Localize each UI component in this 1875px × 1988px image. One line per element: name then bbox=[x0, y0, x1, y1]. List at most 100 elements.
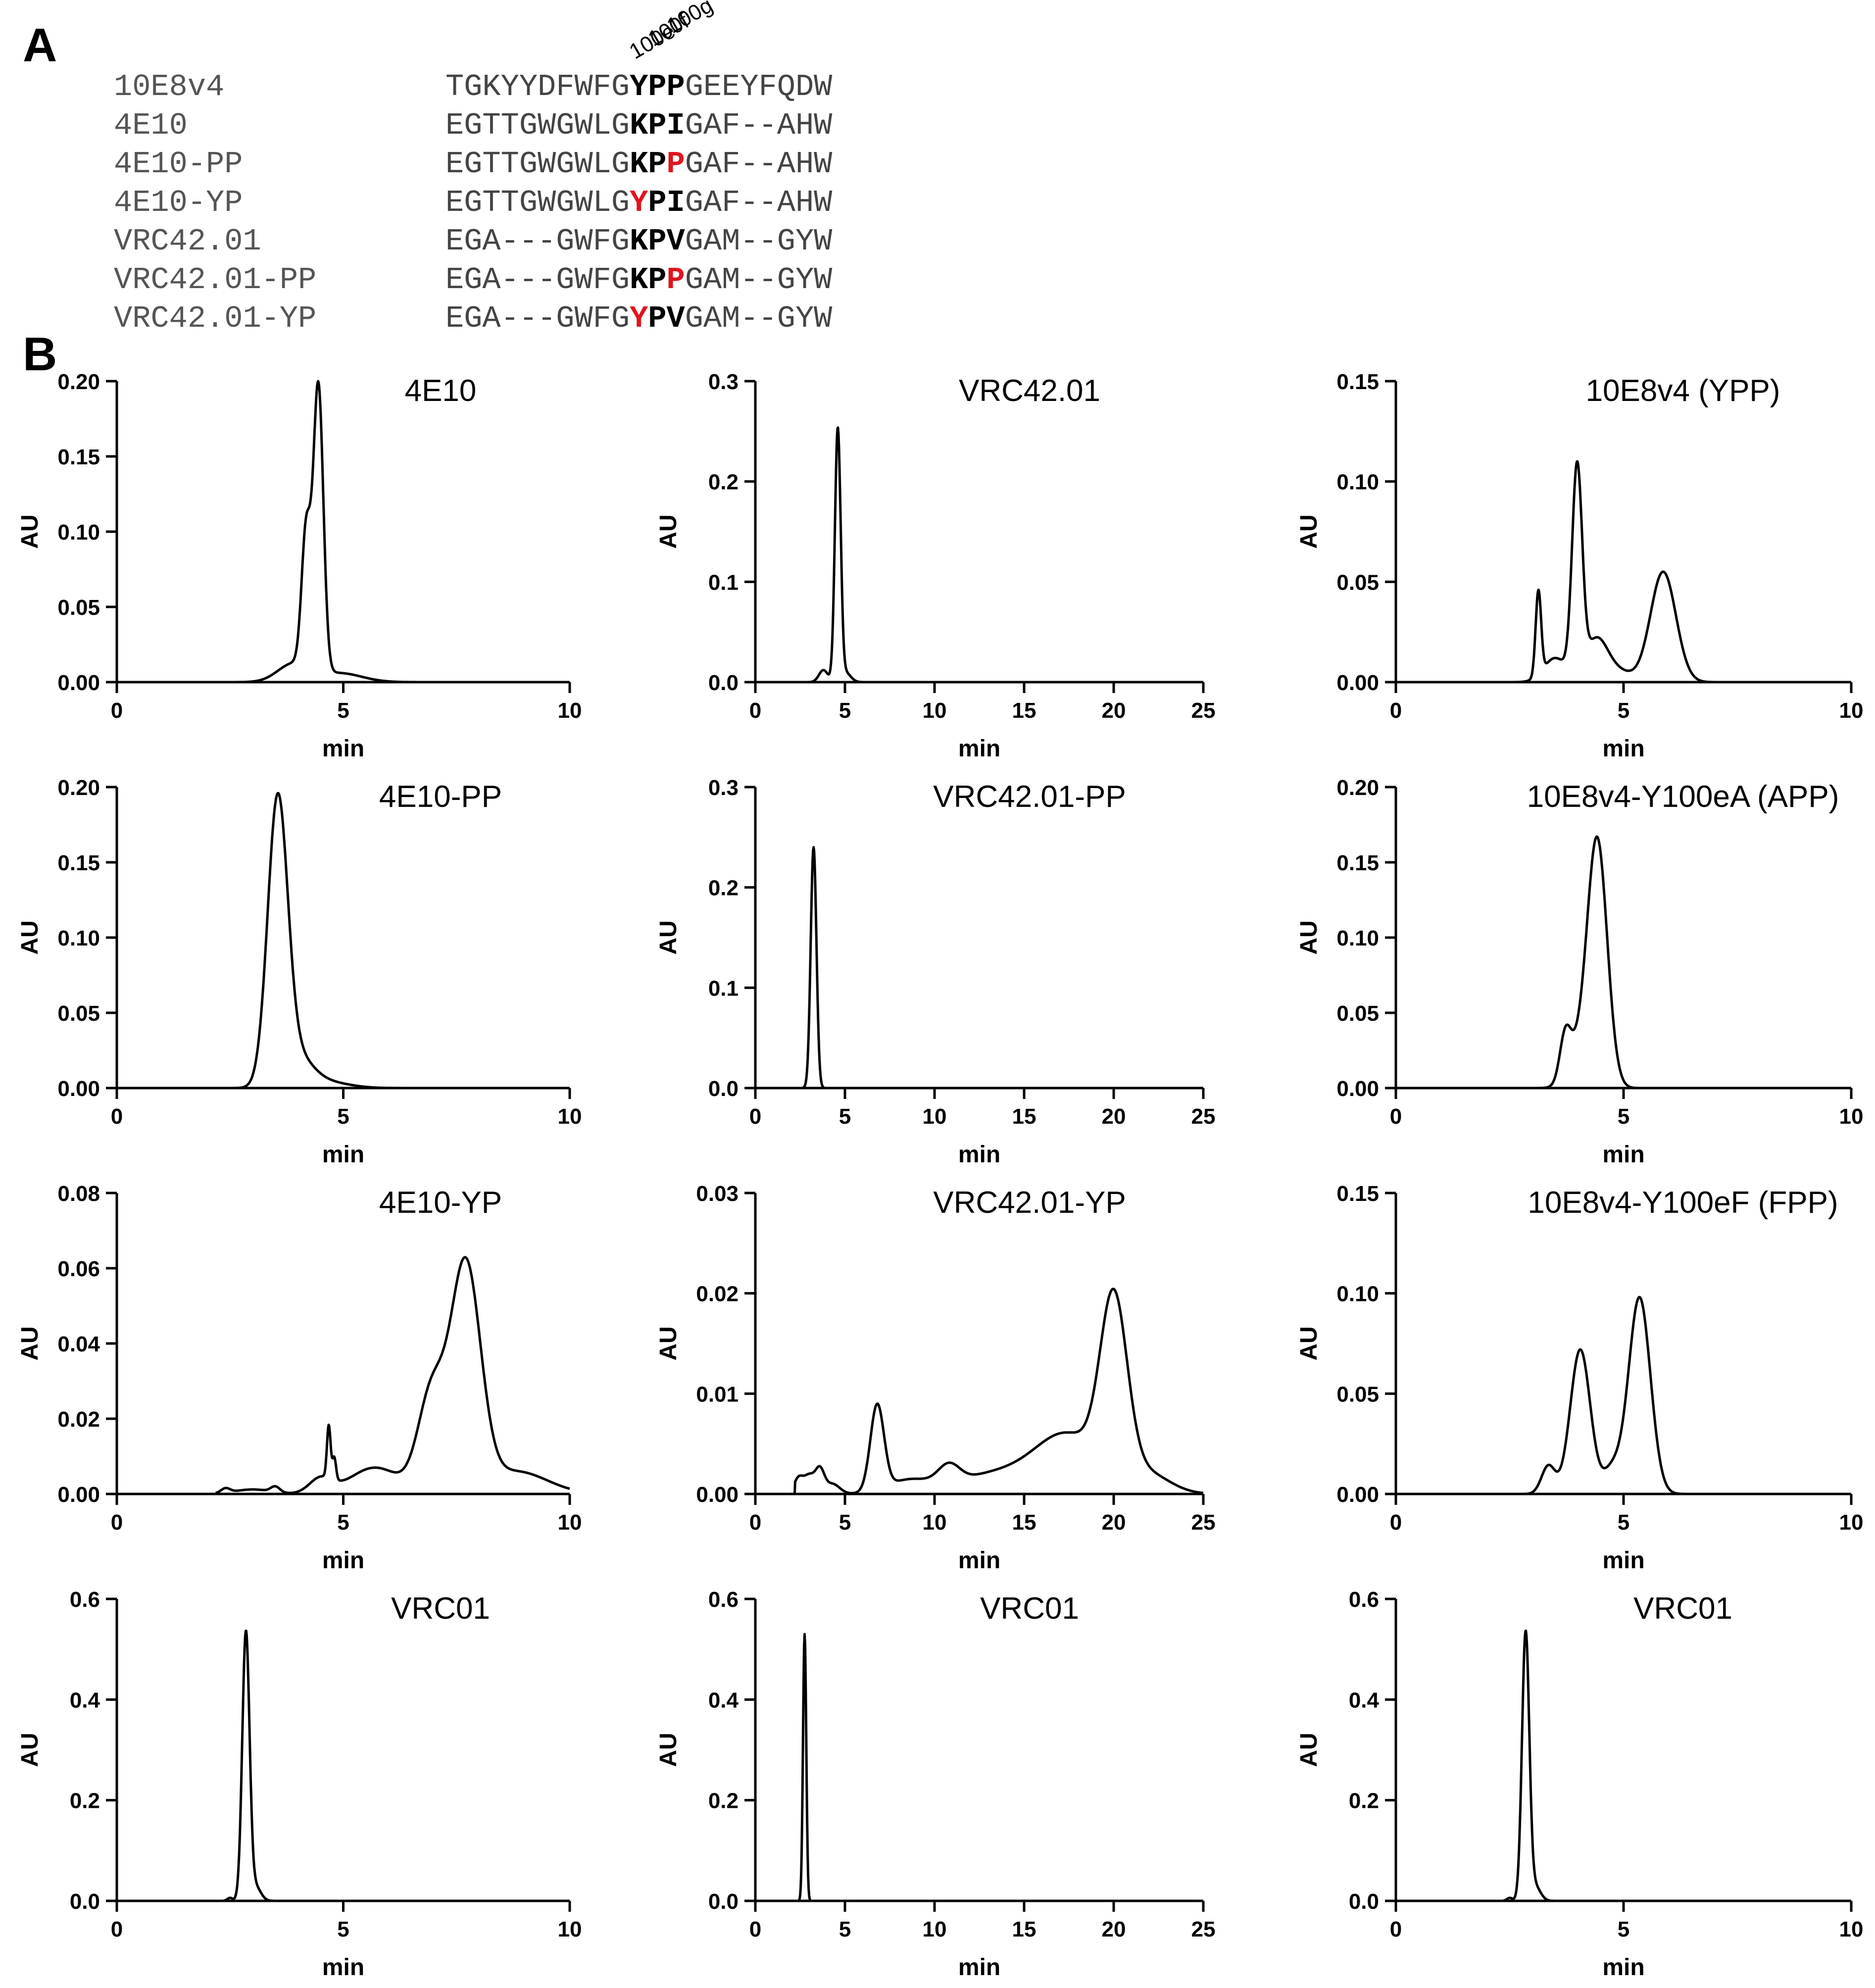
y-tick-label: 0.0 bbox=[708, 1889, 739, 1914]
x-tick-label: 0 bbox=[1390, 1510, 1402, 1535]
sequence-residues: EGA---GWFGKPVGAM--GYW bbox=[445, 224, 832, 259]
sequence-suffix: GAM--GYW bbox=[685, 224, 833, 259]
x-tick-label: 0 bbox=[111, 698, 123, 723]
chart-title: VRC01 bbox=[1633, 1591, 1732, 1626]
sequence-prefix: EGA---GWFG bbox=[445, 262, 630, 298]
x-axis-label: min bbox=[322, 1954, 364, 1981]
y-tick-label: 0.00 bbox=[696, 1483, 739, 1507]
x-axis-label: min bbox=[322, 1547, 364, 1574]
sequence-name: VRC42.01-YP bbox=[114, 301, 317, 336]
x-tick-label: 5 bbox=[839, 698, 851, 723]
x-axis-label: min bbox=[958, 736, 1000, 762]
y-axis-label: AU bbox=[655, 514, 682, 548]
y-axis-label: AU bbox=[1296, 514, 1322, 548]
y-tick-label: 0.05 bbox=[1336, 570, 1379, 595]
x-tick-label: 5 bbox=[337, 1510, 349, 1535]
sequence-residues: EGTTGWGWLGKPPGAF--AHW bbox=[445, 147, 832, 182]
y-tick-label: 0.1 bbox=[708, 570, 739, 595]
x-tick-label: 25 bbox=[1191, 698, 1216, 723]
y-tick-label: 0.4 bbox=[1349, 1688, 1380, 1712]
motif-residue: K bbox=[630, 262, 648, 298]
x-tick-label: 20 bbox=[1102, 1917, 1126, 1941]
y-axis-label: AU bbox=[1296, 1326, 1322, 1360]
chart-title: VRC42.01-YP bbox=[933, 1186, 1126, 1220]
y-tick-label: 0.2 bbox=[708, 1789, 739, 1813]
y-tick-label: 0.0 bbox=[1349, 1889, 1379, 1914]
y-tick-label: 0.6 bbox=[70, 1588, 100, 1612]
sequence-residues: EGTTGWGWLGKPIGAF--AHW bbox=[445, 108, 832, 143]
x-tick-label: 20 bbox=[1102, 698, 1126, 723]
chart-title: VRC42.01-PP bbox=[933, 780, 1126, 814]
y-tick-label: 0.00 bbox=[1336, 1077, 1379, 1101]
chart-title: 10E8v4-Y100eF (FPP) bbox=[1528, 1186, 1838, 1220]
x-tick-label: 0 bbox=[1390, 1104, 1402, 1129]
y-tick-label: 0.2 bbox=[708, 470, 739, 495]
sequence-suffix: GAF--AHW bbox=[685, 185, 833, 220]
sequence-prefix: EGTTGWGWLG bbox=[445, 185, 630, 220]
x-tick-label: 0 bbox=[749, 1104, 761, 1129]
y-tick-label: 0.4 bbox=[708, 1688, 739, 1712]
motif-residue: K bbox=[630, 108, 648, 143]
x-tick-label: 5 bbox=[1618, 698, 1629, 723]
motif-residue: P bbox=[648, 262, 667, 298]
sequence-name: VRC42.01 bbox=[114, 224, 261, 259]
y-tick-label: 0.20 bbox=[57, 370, 100, 394]
y-tick-label: 0.10 bbox=[1336, 470, 1379, 495]
y-axis-label: AU bbox=[1296, 1733, 1322, 1767]
x-tick-label: 10 bbox=[923, 698, 947, 723]
y-axis-label: AU bbox=[655, 1733, 682, 1767]
chart-title: VRC01 bbox=[980, 1591, 1079, 1626]
x-tick-label: 5 bbox=[839, 1104, 851, 1129]
x-axis-label: min bbox=[322, 736, 364, 762]
y-tick-label: 0.2 bbox=[70, 1789, 100, 1813]
chromatogram-trace bbox=[1395, 460, 1852, 684]
y-tick-label: 0.00 bbox=[1336, 671, 1379, 695]
y-tick-label: 0.10 bbox=[57, 926, 100, 950]
y-tick-label: 0.05 bbox=[1336, 1001, 1379, 1026]
y-tick-label: 0.15 bbox=[57, 851, 100, 875]
sequence-suffix: GAF--AHW bbox=[685, 147, 833, 182]
x-axis-label: min bbox=[1602, 1547, 1644, 1574]
x-tick-label: 25 bbox=[1191, 1510, 1216, 1535]
chart-title: VRC42.01 bbox=[959, 374, 1100, 408]
y-tick-label: 0.3 bbox=[708, 370, 739, 394]
x-tick-label: 0 bbox=[1390, 1917, 1402, 1941]
x-tick-label: 5 bbox=[337, 1104, 349, 1129]
motif-residue: P bbox=[648, 69, 667, 104]
y-axis-label: AU bbox=[17, 920, 43, 954]
x-tick-label: 10 bbox=[923, 1917, 947, 1941]
sequence-residues: EGA---GWFGYPVGAM--GYW bbox=[445, 301, 832, 336]
y-axis-label: AU bbox=[655, 1326, 682, 1360]
mutated-residue: Y bbox=[630, 185, 648, 220]
y-tick-label: 0.03 bbox=[696, 1182, 739, 1206]
motif-residue: P bbox=[648, 301, 667, 336]
y-tick-label: 0.2 bbox=[708, 876, 739, 900]
x-tick-label: 5 bbox=[1618, 1917, 1629, 1941]
x-axis-label: min bbox=[1602, 736, 1644, 762]
y-tick-label: 0.10 bbox=[1336, 926, 1379, 950]
sequence-prefix: EGTTGWGWLG bbox=[445, 147, 630, 182]
x-tick-label: 10 bbox=[923, 1104, 947, 1129]
y-tick-label: 0.15 bbox=[57, 445, 100, 469]
y-tick-label: 0.02 bbox=[696, 1282, 739, 1306]
y-axis-label: AU bbox=[1296, 920, 1322, 954]
x-tick-label: 0 bbox=[1390, 698, 1402, 723]
chart-title: 10E8v4 (YPP) bbox=[1586, 374, 1780, 408]
y-axis-label: AU bbox=[17, 1733, 43, 1767]
x-tick-label: 0 bbox=[111, 1104, 123, 1129]
y-tick-label: 0.3 bbox=[708, 776, 739, 800]
y-tick-label: 0.2 bbox=[1349, 1789, 1379, 1813]
chromatogram-trace bbox=[754, 1288, 1204, 1495]
mutated-residue: P bbox=[666, 262, 685, 298]
y-tick-label: 0.4 bbox=[70, 1688, 100, 1712]
panel-label-a: A bbox=[23, 19, 57, 72]
motif-residue: V bbox=[666, 301, 685, 336]
chromatogram-trace bbox=[116, 1629, 571, 1902]
x-tick-label: 25 bbox=[1191, 1104, 1216, 1129]
y-axis-label: AU bbox=[17, 514, 43, 548]
chromatogram-trace bbox=[1395, 1295, 1852, 1495]
motif-residue: P bbox=[648, 147, 667, 182]
y-axis-label: AU bbox=[655, 920, 682, 954]
x-tick-label: 25 bbox=[1191, 1917, 1216, 1941]
